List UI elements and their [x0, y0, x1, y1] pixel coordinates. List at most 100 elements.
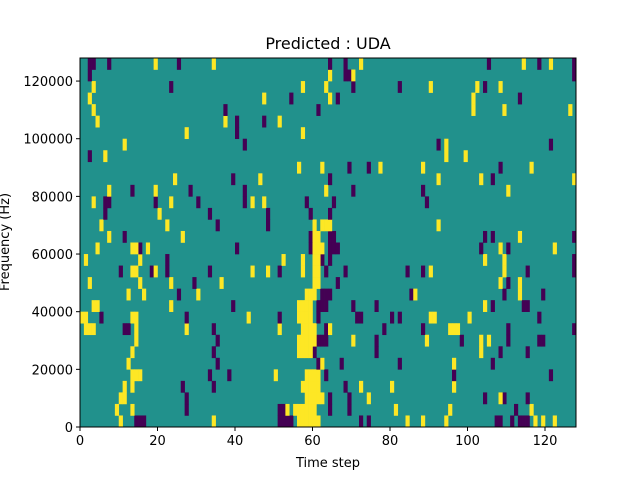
heatmap-cell-low: [149, 265, 154, 278]
heatmap-cell-low: [87, 58, 92, 70]
heatmap-cell-high: [304, 311, 309, 324]
heatmap-cell-high: [308, 288, 313, 301]
heatmap-cell-high: [300, 346, 306, 359]
heatmap-cell-high: [134, 311, 139, 324]
x-tick-label: 100: [455, 434, 480, 449]
heatmap-cell-low: [479, 242, 484, 255]
heatmap-cell-low: [180, 380, 185, 393]
heatmap-cell-high: [297, 334, 302, 347]
heatmap-cell-low: [320, 254, 325, 266]
heatmap-cell-high: [134, 265, 139, 278]
y-tick-label: 60000: [32, 248, 73, 263]
heatmap-cell-high: [308, 369, 313, 382]
heatmap-cell-low: [424, 196, 430, 209]
heatmap-cell-low: [502, 392, 507, 405]
heatmap-cell-high: [180, 230, 185, 243]
heatmap-cell-low: [335, 277, 340, 289]
heatmap-cell-high: [483, 300, 488, 312]
heatmap-cell-low: [328, 392, 333, 405]
heatmap-cell-high: [246, 311, 251, 324]
heatmap-cell-low: [521, 415, 526, 428]
heatmap-cell-low: [572, 323, 577, 336]
heatmap-cell-high: [130, 311, 135, 324]
heatmap-cell-low: [498, 161, 503, 174]
y-axis-label: Frequency (Hz): [0, 193, 13, 291]
heatmap-cell-high: [138, 254, 143, 266]
heatmap-cell-high: [83, 311, 89, 324]
heatmap-cell-low: [320, 288, 325, 301]
heatmap-cell-low: [207, 369, 213, 382]
heatmap-cell-low: [390, 311, 395, 324]
heatmap-cell-low: [169, 81, 174, 93]
heatmap-cell-low: [277, 403, 282, 416]
heatmap-cell-low: [537, 311, 542, 324]
heatmap-cell-high: [91, 104, 96, 116]
heatmap-cell-low: [316, 104, 321, 116]
heatmap-cell-low: [176, 58, 182, 70]
heatmap-cell-high: [122, 138, 127, 151]
heatmap-cell-low: [374, 300, 379, 312]
heatmap-cell-high: [568, 104, 573, 116]
heatmap-cell-high: [281, 254, 286, 266]
heatmap-cell-high: [479, 334, 484, 347]
heatmap-cell-high: [122, 392, 127, 405]
heatmap-cell-low: [277, 265, 282, 278]
heatmap-cell-low: [316, 311, 321, 324]
y-tick-label: 100000: [23, 133, 73, 148]
heatmap-cell-low: [459, 334, 464, 347]
heatmap-cell-high: [432, 311, 437, 324]
heatmap-cell-low: [320, 300, 325, 312]
heatmap-cell-low: [490, 173, 495, 186]
heatmap-cell-high: [483, 254, 488, 266]
heatmap-cell-high: [145, 242, 151, 255]
heatmap-cell-high: [258, 173, 263, 186]
heatmap-cell-low: [343, 380, 348, 393]
heatmap-cell-high: [498, 277, 503, 289]
heatmap-cell-low: [328, 230, 333, 243]
heatmap-cell-high: [304, 392, 309, 405]
heatmap-cell-high: [521, 58, 526, 70]
heatmap-cell-low: [196, 196, 201, 209]
heatmap-cell-high: [312, 392, 317, 405]
heatmap-cell-low: [289, 92, 294, 105]
plot-frame: [79, 57, 577, 428]
heatmap-cell-low: [165, 254, 170, 266]
heatmap-cell-high: [300, 311, 306, 324]
heatmap-cell-low: [506, 277, 511, 289]
heatmap-cell-low: [525, 415, 530, 428]
heatmap-cell-low: [215, 219, 220, 232]
heatmap-cell-high: [304, 380, 309, 393]
heatmap-cell-high: [95, 115, 100, 128]
heatmap-cell-high: [390, 380, 395, 393]
heatmap-cell-low: [506, 323, 511, 336]
heatmap-cell-high: [475, 81, 480, 93]
heatmap-cell-low: [142, 415, 147, 428]
heatmap-cell-low: [324, 300, 329, 312]
heatmap-cell-low: [498, 346, 503, 359]
heatmap-cell-low: [211, 346, 216, 359]
heatmap-cell-low: [537, 334, 542, 347]
heatmap-cell-low: [347, 69, 352, 82]
heatmap-cell-high: [223, 115, 228, 128]
heatmap-cell-low: [397, 311, 402, 324]
heatmap-cell-high: [448, 323, 453, 336]
heatmap-cell-low: [87, 69, 92, 82]
heatmap-cell-high: [498, 242, 503, 255]
heatmap-cell-high: [351, 334, 356, 347]
heatmap-cell-low: [207, 265, 213, 278]
heatmap-cell-high: [448, 403, 453, 416]
heatmap-cell-low: [231, 300, 236, 312]
heatmap-cell-low: [490, 230, 495, 243]
heatmap-cell-high: [444, 138, 449, 151]
heatmap-cell-high: [87, 277, 92, 289]
heatmap-cell-high: [300, 323, 306, 336]
heatmap-cell-high: [498, 81, 503, 93]
heatmap-cell-high: [138, 369, 143, 382]
heatmap-cell-high: [293, 403, 298, 416]
heatmap-cell-high: [107, 184, 112, 197]
heatmap-cell-high: [436, 173, 441, 186]
heatmap-cell-low: [351, 300, 356, 312]
heatmap-cell-low: [525, 265, 530, 278]
heatmap-cell-low: [242, 184, 247, 197]
heatmap-cell-high: [428, 81, 433, 93]
